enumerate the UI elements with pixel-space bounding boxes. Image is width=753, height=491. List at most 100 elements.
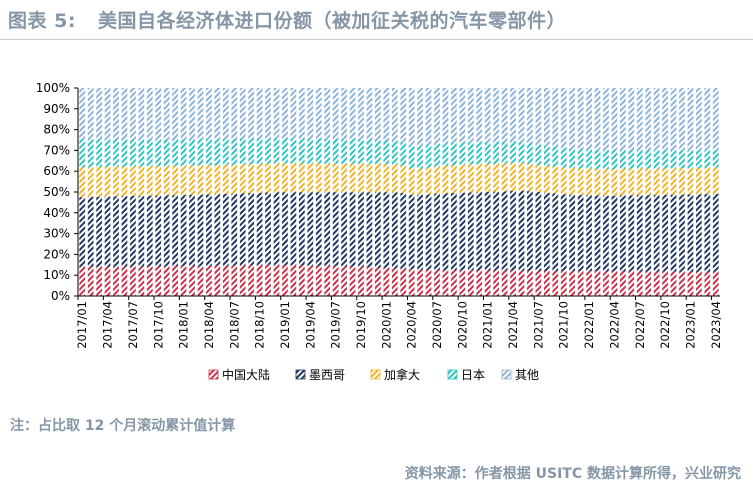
bar-segment: [341, 139, 347, 164]
bar-segment: [315, 192, 322, 266]
x-tick-label: 2018/10: [253, 301, 267, 349]
bar-segment: [113, 166, 119, 197]
y-tick-label: 100%: [36, 81, 70, 95]
bar-segment: [307, 138, 314, 164]
bar-segment: [256, 163, 263, 193]
bar-segment: [172, 165, 179, 196]
bar-segment: [594, 88, 601, 150]
bar-segment: [645, 271, 652, 296]
bar-segment: [535, 192, 542, 272]
bar-segment: [619, 195, 626, 272]
bar-segment: [712, 88, 719, 151]
bar-segment: [560, 271, 567, 296]
bar-segment: [180, 139, 187, 166]
bar-segment: [130, 139, 136, 167]
bar-segment: [476, 164, 483, 193]
bar-segment: [96, 139, 102, 168]
bar-segment: [628, 168, 635, 196]
bar-segment: [696, 194, 702, 272]
bar-segment: [535, 164, 542, 192]
bar-segment: [239, 88, 246, 139]
bar-segment: [273, 163, 280, 193]
bar-segment: [670, 149, 677, 169]
bar-segment: [400, 88, 407, 143]
bar-segment: [307, 88, 314, 139]
bar-segment: [172, 139, 179, 166]
bar-segment: [163, 266, 170, 296]
bar-segment: [332, 138, 339, 164]
bar-segment: [324, 88, 331, 139]
bar-segment: [307, 163, 314, 193]
bar-segment: [569, 148, 576, 168]
bar-segment: [484, 163, 491, 192]
bar-segment: [155, 139, 162, 166]
bar-segment: [163, 166, 170, 196]
bar-segment: [248, 138, 255, 165]
bar-segment: [510, 88, 516, 142]
bar-segment: [484, 192, 491, 271]
bar-segment: [231, 88, 238, 139]
bar-segment: [391, 164, 398, 193]
x-tick-label: 2023/04: [709, 301, 723, 349]
bar-segment: [96, 88, 102, 140]
bar-segment: [543, 145, 550, 166]
bar-segment: [366, 88, 373, 140]
bar-segment: [467, 142, 474, 165]
legend-swatch: [295, 369, 306, 380]
bar-segment: [645, 149, 652, 169]
bar-segment: [79, 167, 86, 198]
bar-segment: [552, 193, 559, 272]
bar-segment: [636, 149, 643, 169]
bar-segment: [577, 168, 584, 196]
bar-segment: [670, 88, 677, 150]
bar-segment: [231, 164, 238, 194]
bar-segment: [282, 265, 288, 296]
bar-segment: [383, 140, 390, 165]
bar-segment: [189, 266, 195, 296]
bar-segment: [265, 163, 271, 193]
bar-segment: [146, 195, 153, 267]
y-tick-label: 60%: [43, 164, 70, 178]
bar-segment: [484, 88, 491, 143]
bar-segment: [113, 196, 119, 267]
bar-segment: [527, 143, 533, 164]
bar-segment: [434, 193, 440, 270]
bar-segment: [518, 163, 525, 191]
bar-segment: [645, 195, 652, 272]
bar-segment: [459, 142, 466, 165]
bar-segment: [442, 165, 449, 194]
bar-segment: [163, 195, 170, 267]
legend-swatch: [370, 369, 381, 380]
bar-segment: [332, 266, 339, 296]
bar-segment: [493, 163, 500, 192]
bar-segment: [662, 88, 668, 151]
bar-segment: [121, 88, 128, 140]
bar-segment: [687, 271, 694, 296]
bar-segment: [459, 192, 466, 271]
bar-segment: [282, 163, 288, 193]
bar-segment: [79, 197, 86, 267]
bar-segment: [459, 270, 466, 296]
bar-segment: [543, 271, 550, 296]
bar-segment: [138, 266, 145, 296]
y-tick-label: 90%: [43, 102, 70, 116]
bar-segment: [206, 165, 212, 195]
bar-segment: [476, 88, 483, 143]
x-tick-label: 2019/01: [278, 301, 292, 349]
bar-segment: [189, 165, 195, 195]
x-tick-label: 2019/07: [329, 301, 343, 349]
bar-segment: [611, 195, 618, 272]
bar-segment: [434, 269, 440, 296]
x-tick-label: 2017/04: [101, 301, 115, 349]
bars-group: [79, 88, 719, 296]
bar-segment: [493, 88, 500, 142]
bar-segment: [282, 88, 288, 139]
bar-segment: [417, 194, 423, 270]
bar-segment: [425, 144, 432, 168]
bar-segment: [712, 150, 719, 168]
bar-segment: [138, 139, 145, 167]
bar-segment: [349, 163, 356, 193]
x-tick-label: 2017/07: [126, 301, 140, 349]
bar-segment: [239, 193, 246, 266]
bar-segment: [501, 141, 508, 164]
